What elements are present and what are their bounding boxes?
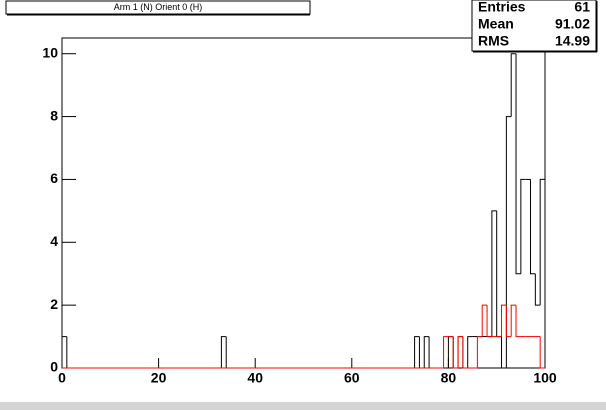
plot-frame [61,37,546,369]
y-tick-label: 6 [50,170,58,186]
histogram-bin [443,336,449,368]
histogram-bin [539,336,545,369]
x-tick-label: 0 [58,370,66,386]
x-tick-label: 20 [151,370,167,386]
stat-label: RMS [478,33,509,49]
y-tick-label: 8 [50,107,58,123]
histogram-bin [452,336,459,369]
histogram-bin [491,210,497,337]
histogram-bin [462,336,468,369]
histogram-bin [505,116,512,368]
histogram-bin [515,305,521,338]
chart-title: Arm 1 (N) Orient 0 (H) [114,2,203,12]
canvas-border [0,402,606,410]
histogram-bin [505,305,512,338]
x-tick-label: 100 [533,370,557,386]
histogram-bin [61,336,67,368]
histogram-bin [220,336,227,368]
y-tick-label: 4 [50,233,58,249]
histogram-bin [423,336,430,368]
histogram-bin [501,336,507,369]
y-tick-label: 2 [50,296,58,312]
stat-label: Entries [478,0,526,15]
histogram-bin [486,305,492,338]
histogram-bin [481,304,488,337]
histogram-bin [520,178,526,274]
histogram-bin [457,336,463,368]
histogram-bin [476,336,483,368]
stat-value: 14.99 [555,33,590,49]
x-tick-label: 80 [441,370,457,386]
histogram-bin [515,53,521,275]
histogram-bin [534,273,541,306]
stat-label: Mean [478,16,514,32]
histogram-bin [539,178,545,306]
stat-value: 61 [574,0,590,15]
histogram-bin [530,179,536,275]
stats-box [471,0,597,52]
histogram-bin [414,336,420,368]
histogram-bin [467,336,473,368]
y-tick-label: 0 [50,359,58,375]
x-tick-label: 40 [247,370,263,386]
histogram-bin [510,53,517,117]
histogram-bin [501,304,507,337]
y-tick-label: 10 [42,44,58,60]
stat-value: 91.02 [555,16,590,32]
x-tick-label: 60 [344,370,360,386]
histogram-bin [510,304,517,337]
